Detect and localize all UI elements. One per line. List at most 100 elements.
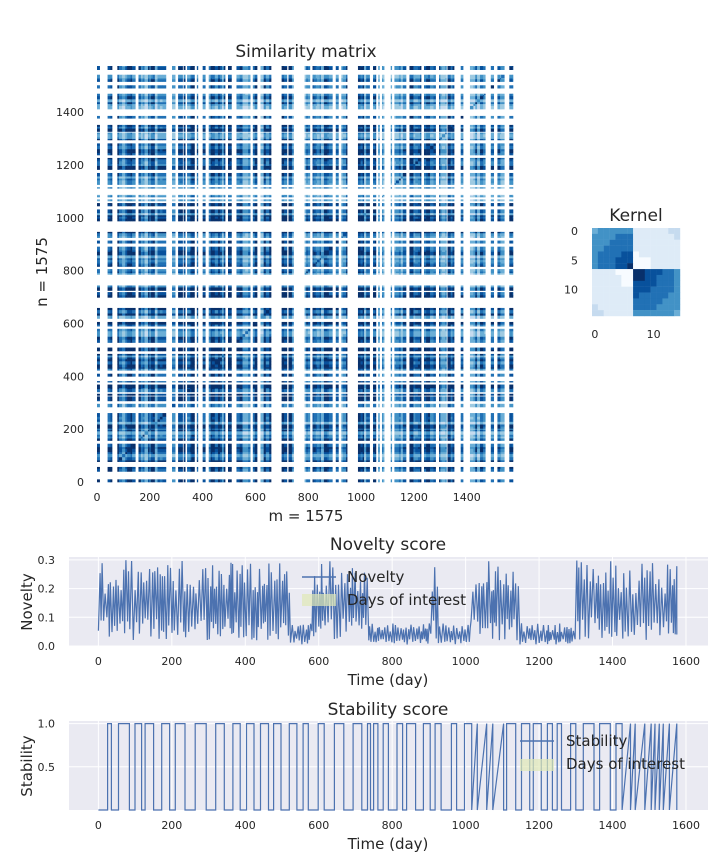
similarity-cell	[417, 424, 421, 427]
similarity-cell	[211, 413, 216, 417]
similarity-cell	[427, 426, 431, 429]
similarity-cell	[433, 399, 436, 402]
similarity-cell	[490, 421, 495, 425]
similarity-cell	[378, 431, 380, 435]
similarity-cell	[157, 339, 161, 343]
similarity-cell	[335, 416, 339, 420]
similarity-cell	[191, 358, 195, 362]
similarity-cell	[162, 438, 167, 441]
similarity-cell	[159, 399, 163, 402]
similarity-cell	[445, 451, 447, 455]
similarity-cell	[149, 431, 151, 435]
similarity-cell	[409, 357, 411, 360]
similarity-cell	[144, 466, 149, 469]
similarity-cell	[263, 347, 267, 350]
similarity-cell	[220, 353, 223, 356]
similarity-cell	[304, 428, 307, 430]
similarity-cell	[460, 431, 464, 435]
similarity-cell	[402, 396, 407, 400]
similarity-cell	[239, 468, 243, 472]
similarity-cell	[147, 364, 150, 368]
similarity-cell	[147, 353, 150, 356]
similarity-cell	[281, 424, 285, 427]
similarity-cell	[426, 416, 429, 420]
similarity-cell	[413, 466, 416, 469]
similarity-cell	[304, 479, 307, 483]
similarity-cell	[140, 416, 143, 420]
similarity-cell	[130, 434, 133, 437]
similarity-cell	[191, 426, 195, 429]
similarity-cell	[281, 349, 285, 352]
similarity-cell	[433, 434, 436, 437]
similarity-cell	[490, 349, 495, 352]
similarity-cell	[364, 466, 367, 469]
similarity-cell	[500, 436, 502, 439]
similarity-cell	[402, 426, 407, 429]
similarity-cell	[122, 368, 126, 371]
similarity-cell	[409, 446, 411, 449]
similarity-cell	[423, 364, 427, 368]
similarity-cell	[390, 443, 393, 448]
similarity-cell	[228, 479, 230, 483]
similarity-cell	[374, 403, 377, 408]
similarity-cell	[211, 453, 216, 458]
similarity-cell	[400, 434, 404, 437]
similarity-cell	[187, 384, 191, 389]
similarity-cell	[319, 355, 322, 358]
similarity-cell	[433, 421, 436, 425]
similarity-cell	[483, 393, 485, 396]
similarity-cell	[144, 413, 149, 417]
similarity-cell	[475, 429, 478, 432]
similarity-cell	[307, 460, 311, 462]
similarity-cell	[320, 456, 325, 461]
similarity-cell	[500, 426, 502, 429]
similarity-cell	[409, 466, 411, 469]
similarity-cell	[501, 388, 505, 393]
similarity-cell	[254, 357, 258, 360]
similarity-cell	[190, 353, 192, 356]
similarity-cell	[202, 436, 206, 439]
similarity-cell	[452, 358, 455, 362]
similarity-cell	[291, 451, 294, 455]
similarity-cell	[475, 355, 478, 358]
similarity-cell	[263, 413, 267, 417]
similarity-cell	[281, 466, 285, 469]
similarity-cell	[426, 456, 429, 461]
similarity-cell	[484, 468, 486, 472]
similarity-cell	[202, 468, 206, 472]
similarity-cell	[220, 468, 223, 472]
similarity-cell	[97, 353, 100, 356]
similarity-cell	[288, 468, 293, 472]
similarity-cell	[239, 429, 243, 432]
similarity-cell	[154, 429, 158, 432]
similarity-cell	[220, 361, 223, 365]
similarity-cell	[217, 384, 221, 389]
similarity-cell	[447, 387, 451, 390]
similarity-cell	[223, 443, 226, 448]
similarity-cell	[221, 368, 225, 371]
similarity-cell	[447, 384, 451, 389]
similarity-cell	[313, 373, 316, 377]
similarity-cell	[118, 438, 123, 441]
similarity-cell	[254, 381, 258, 383]
similarity-cell	[395, 451, 400, 455]
similarity-cell	[460, 421, 464, 425]
similarity-cell	[319, 349, 322, 352]
similarity-cell	[208, 353, 211, 356]
similarity-cell	[118, 339, 123, 343]
similarity-cell	[413, 353, 416, 356]
similarity-cell	[475, 431, 478, 435]
similarity-cell	[313, 428, 316, 430]
similarity-cell	[190, 349, 192, 352]
similarity-cell	[413, 421, 416, 425]
similarity-cell	[497, 361, 501, 365]
similarity-cell	[211, 364, 216, 368]
similarity-cell	[390, 353, 393, 356]
similarity-cell	[154, 368, 158, 371]
similarity-cell	[360, 403, 364, 408]
similarity-cell	[220, 421, 223, 425]
similarity-cell	[440, 434, 443, 437]
similarity-cell	[315, 403, 318, 408]
similarity-cell	[374, 446, 377, 449]
similarity-cell	[362, 468, 365, 472]
